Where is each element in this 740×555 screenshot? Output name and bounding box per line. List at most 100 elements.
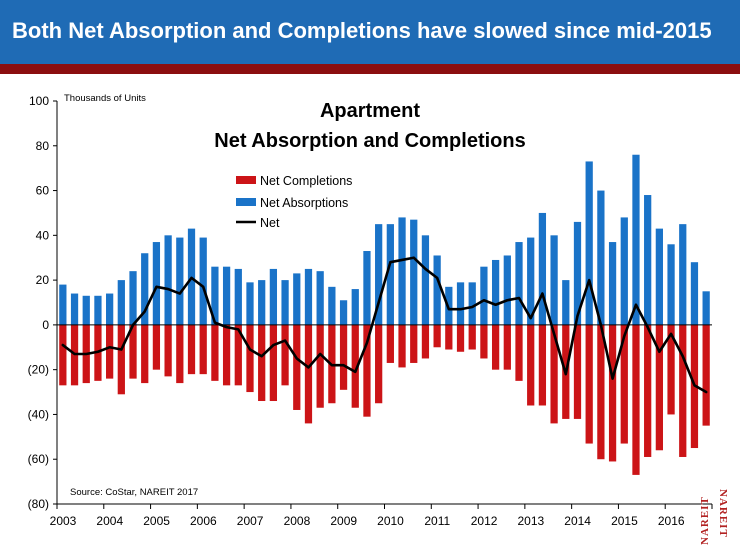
slide-title: Both Net Absorption and Completions have… (12, 18, 712, 43)
source-note: Source: CoStar, NAREIT 2017 (70, 487, 198, 498)
net-completions-bar (269, 324, 278, 402)
net-completions-bar (199, 324, 207, 375)
net-completions-bar (375, 324, 383, 404)
net-absorptions-bar (679, 224, 687, 325)
y-tick-label: (60) (28, 452, 49, 466)
net-completions-bar (468, 324, 476, 350)
net-completions-bar (538, 324, 547, 406)
x-tick-label: 2012 (471, 514, 498, 528)
net-completions-bar (527, 324, 535, 406)
net-absorptions-bar (421, 235, 430, 325)
x-tick-label: 2007 (237, 514, 264, 528)
net-absorptions-bar (164, 235, 172, 325)
net-completions-bar (410, 324, 418, 363)
net-completions-bar (515, 324, 523, 381)
chart-text-layer: Thousands of Units Apartment Net Absorptio… (64, 93, 526, 498)
net-absorptions-bar (690, 262, 699, 325)
net-completions-bar (386, 324, 394, 363)
y-tick-label: 40 (36, 228, 50, 242)
net-absorptions-bar (410, 219, 418, 325)
net-absorptions-bar (480, 266, 488, 325)
net-absorptions-bar (702, 291, 710, 325)
net-absorptions-bar (176, 237, 184, 325)
net-completions-bar (59, 324, 67, 386)
net-absorptions-bar (293, 273, 301, 325)
net-absorptions-bar (503, 255, 511, 325)
net-absorptions-bar (70, 293, 79, 325)
net-absorptions-bar (222, 266, 231, 325)
y-tick-label: 20 (36, 273, 50, 287)
net-absorptions-bar (59, 284, 67, 325)
net-absorptions-bar (351, 289, 359, 325)
x-tick-label: 2014 (564, 514, 591, 528)
net-absorptions-bar (82, 295, 90, 325)
x-tick-label: 2003 (50, 514, 77, 528)
y-tick-label: 60 (36, 184, 50, 198)
net-completions-bar (363, 324, 371, 417)
net-completions-bar (456, 324, 465, 352)
net-completions-bar (550, 324, 558, 424)
chart-legend: Net Completions Net Absorptions Net (236, 174, 352, 230)
net-absorptions-bar (620, 217, 628, 325)
net-completions-bar (129, 324, 137, 379)
bars-layer (59, 154, 710, 475)
net-completions-bar (211, 324, 219, 381)
net-completions-bar (246, 324, 254, 393)
legend-label-net: Net (260, 216, 280, 230)
net-absorptions-bar (339, 300, 348, 325)
net-absorptions-bar (258, 280, 266, 325)
net-absorptions-bar (491, 259, 500, 325)
net-absorptions-bar (328, 286, 336, 325)
axes-layer: 100 80 60 40 20 0 (20) (40) (60) (80)2003 2004 2005… (28, 94, 713, 528)
net-completions-bar (644, 324, 652, 457)
svg-text:NAREIT: NAREIT (717, 489, 729, 538)
net-absorptions-bar (363, 251, 371, 325)
legend-swatch-net-absorptions (236, 198, 256, 206)
net-completions-bar (152, 324, 161, 370)
net-completions-bar (421, 324, 430, 359)
nareit-logo: NAREIT NAREIT (699, 489, 729, 545)
net-absorptions-bar (269, 268, 278, 325)
net-absorptions-bar (281, 280, 289, 325)
net-completions-bar (304, 324, 313, 424)
net-completions-bar (679, 324, 687, 457)
chart-title-line1: Apartment (320, 100, 420, 122)
net-completions-bar (234, 324, 242, 386)
net-completions-bar (573, 324, 582, 419)
net-completions-bar (620, 324, 628, 444)
x-tick-label: 2011 (424, 514, 450, 528)
net-absorptions-bar (375, 224, 383, 325)
net-absorptions-bar (106, 293, 114, 325)
net-completions-bar (141, 324, 149, 384)
net-absorptions-bar (562, 280, 570, 325)
chart-title-line2: Net Absorption and Completions (214, 130, 525, 152)
net-completions-bar (106, 324, 114, 379)
net-completions-bar (632, 324, 640, 475)
net-absorptions-bar (386, 224, 394, 325)
legend-swatch-net-completions (236, 176, 256, 184)
net-absorptions-bar (608, 242, 617, 325)
net-absorptions-bar (468, 282, 476, 325)
net-completions-bar (491, 324, 500, 370)
net-series-line (61, 256, 708, 394)
net-completions-bar (655, 324, 663, 451)
net-completions-bar (281, 324, 289, 386)
net-absorptions-bar (456, 282, 465, 325)
legend-label-net-completions: Net Completions (260, 174, 352, 188)
net-completions-bar (187, 324, 196, 375)
net-completions-bar (503, 324, 511, 370)
net-absorptions-bar (655, 228, 663, 325)
net-absorptions-bar (199, 237, 207, 325)
y-tick-label: (20) (28, 363, 49, 377)
net-absorptions-bar (585, 161, 593, 325)
net-absorptions-bar (597, 190, 605, 325)
net-absorptions-bar (129, 271, 137, 325)
net-absorptions-bar (234, 268, 242, 325)
net-absorptions-bar (246, 282, 254, 325)
y-tick-label: 100 (29, 94, 49, 108)
x-tick-label: 2015 (611, 514, 638, 528)
x-tick-label: 2005 (143, 514, 170, 528)
net-completions-bar (597, 324, 605, 460)
svg-text:NAREIT: NAREIT (699, 496, 711, 545)
net-absorptions-bar (141, 253, 149, 325)
